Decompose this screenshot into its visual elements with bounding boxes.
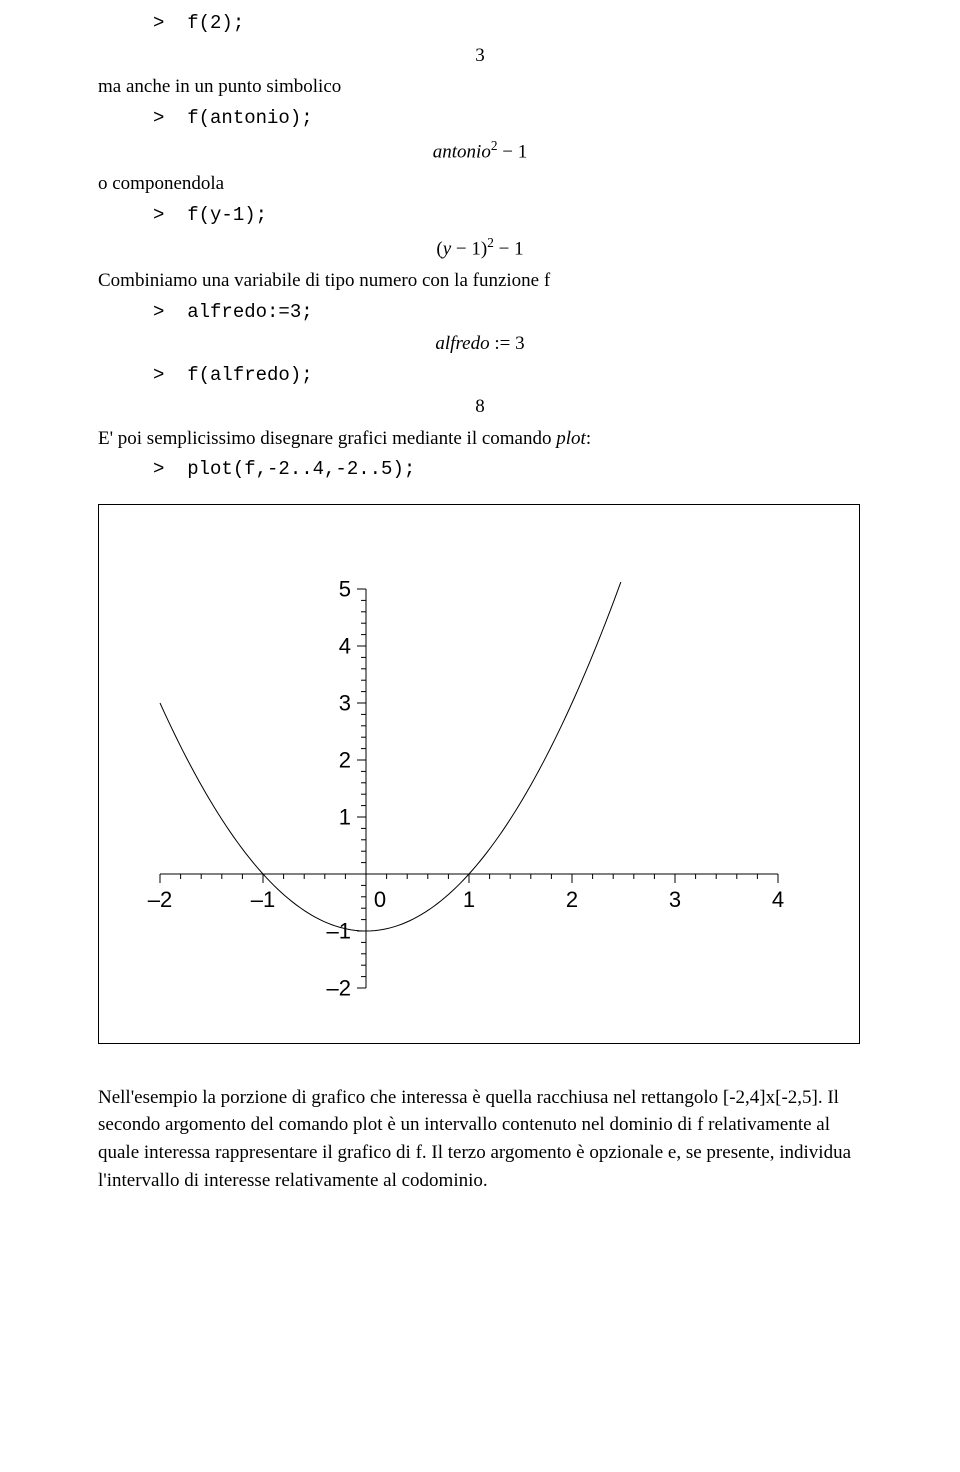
code-line: > plot(f,-2..4,-2..5);: [98, 456, 862, 484]
paragraph: Combiniamo una variabile di tipo numero …: [98, 267, 862, 295]
output-line: alfredo := 3: [98, 330, 862, 358]
plot-frame: –2 –1 0 1 2 3 4 –2 –1 1 2 3 4 5: [98, 504, 860, 1044]
svg-text:–2: –2: [327, 976, 351, 1001]
svg-text:4: 4: [772, 887, 784, 912]
output-line: antonio2 − 1: [98, 136, 862, 166]
svg-text:–1: –1: [327, 919, 351, 944]
svg-text:1: 1: [339, 805, 351, 830]
code-line: > f(antonio);: [98, 105, 862, 133]
output-line: 3: [98, 42, 862, 70]
svg-text:3: 3: [669, 887, 681, 912]
plot-svg: –2 –1 0 1 2 3 4 –2 –1 1 2 3 4 5: [99, 505, 859, 1043]
svg-text:4: 4: [339, 634, 351, 659]
page: > f(2); 3 ma anche in un punto simbolico…: [0, 0, 960, 1472]
code-line: > f(2);: [98, 10, 862, 38]
paragraph: Nell'esempio la porzione di grafico che …: [98, 1084, 862, 1194]
code-line: > f(alfredo);: [98, 362, 862, 390]
paragraph: ma anche in un punto simbolico: [98, 73, 862, 101]
svg-text:2: 2: [566, 887, 578, 912]
svg-text:–1: –1: [251, 887, 275, 912]
output-line: 8: [98, 393, 862, 421]
svg-text:5: 5: [339, 577, 351, 602]
svg-text:3: 3: [339, 691, 351, 716]
code-line: > alfredo:=3;: [98, 299, 862, 327]
output-line: (y − 1)2 − 1: [98, 233, 862, 263]
paragraph: E' poi semplicissimo disegnare grafici m…: [98, 425, 862, 453]
svg-text:–2: –2: [148, 887, 172, 912]
svg-text:2: 2: [339, 748, 351, 773]
code-line: > f(y-1);: [98, 202, 862, 230]
paragraph: o componendola: [98, 170, 862, 198]
svg-text:0: 0: [374, 887, 386, 912]
svg-text:1: 1: [463, 887, 475, 912]
